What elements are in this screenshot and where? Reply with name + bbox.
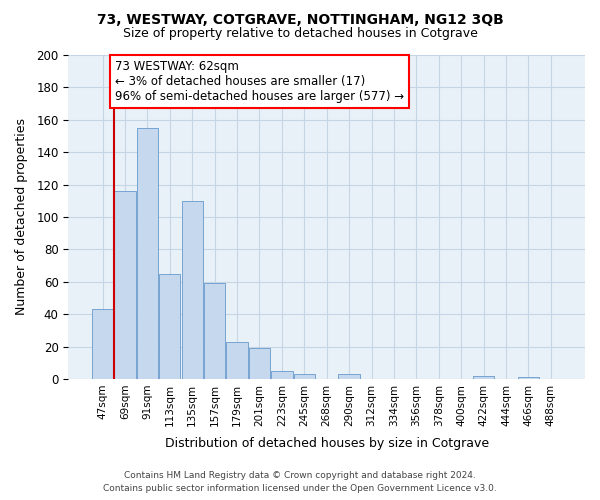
Bar [518, 378, 539, 379]
Bar [159, 274, 181, 379]
Bar [92, 310, 113, 379]
Bar [226, 342, 248, 379]
Bar [249, 348, 270, 379]
Text: 73, WESTWAY, COTGRAVE, NOTTINGHAM, NG12 3QB: 73, WESTWAY, COTGRAVE, NOTTINGHAM, NG12 … [97, 12, 503, 26]
Bar [338, 374, 360, 379]
Text: Contains HM Land Registry data © Crown copyright and database right 2024.
Contai: Contains HM Land Registry data © Crown c… [103, 472, 497, 493]
Bar [293, 374, 315, 379]
Text: 73 WESTWAY: 62sqm
← 3% of detached houses are smaller (17)
96% of semi-detached : 73 WESTWAY: 62sqm ← 3% of detached house… [115, 60, 404, 103]
Bar [137, 128, 158, 379]
Bar [115, 191, 136, 379]
Bar [473, 376, 494, 379]
Bar [204, 284, 225, 379]
Y-axis label: Number of detached properties: Number of detached properties [15, 118, 28, 316]
Bar [182, 201, 203, 379]
X-axis label: Distribution of detached houses by size in Cotgrave: Distribution of detached houses by size … [164, 437, 489, 450]
Bar [271, 371, 293, 379]
Text: Size of property relative to detached houses in Cotgrave: Size of property relative to detached ho… [122, 28, 478, 40]
